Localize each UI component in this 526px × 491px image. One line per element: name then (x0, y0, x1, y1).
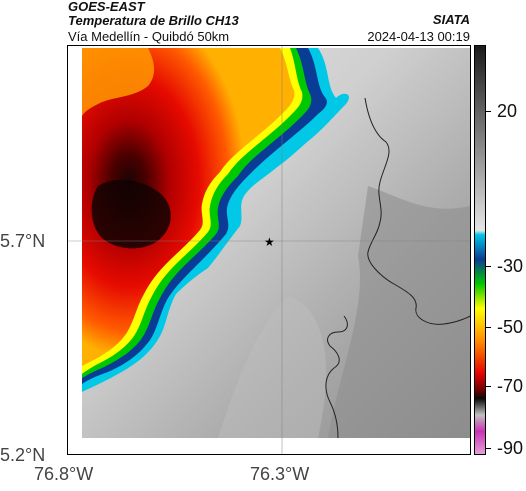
cloud-red-core (82, 48, 295, 366)
colorbar-tick-minus30 (486, 266, 491, 267)
colorbar-fill (475, 46, 485, 454)
x-tick-label-76.8: 76.8°W (34, 464, 94, 484)
white-margin-right (470, 46, 471, 455)
cloud-black-core (91, 179, 171, 249)
boundary-line (364, 97, 470, 325)
colorbar-label-minus30: -30 (497, 256, 524, 276)
colorbar-label-minus50: -50 (497, 317, 524, 337)
colorbar-tick-minus70 (486, 386, 491, 387)
colorbar-tick-minus90 (486, 448, 491, 449)
map-panel: ★ (67, 45, 471, 455)
colorbar-label-minus70: -70 (497, 376, 524, 396)
boundary-line-south (325, 315, 348, 439)
colorbar-gradient (475, 46, 485, 454)
colorbar-tick-20 (486, 111, 491, 112)
product-title: Temperatura de Brillo CH13 (68, 13, 239, 28)
white-margin-left (68, 46, 82, 454)
gray-patch-east (328, 186, 470, 438)
satellite-map: ★ (68, 46, 471, 455)
satellite-name: GOES-EAST (68, 0, 145, 14)
y-tick-label-5.2: 5.2°N (0, 445, 46, 465)
timestamp: 2024-04-13 00:19 (367, 29, 470, 44)
colorbar-label-minus90: -90 (497, 438, 524, 458)
brand-label: SIATA (432, 12, 470, 27)
route-subtitle: Vía Medellín - Quibdó 50km (68, 29, 230, 44)
y-tick-label-5.7: 5.7°N (0, 231, 46, 251)
x-tick-label-76.3: 76.3°W (250, 464, 310, 484)
gray-patch-mid (218, 296, 327, 438)
cloud-orange-top (82, 48, 155, 116)
quibdo-star-icon: ★ (264, 235, 275, 249)
cloud-orange-top-right (216, 48, 279, 80)
colorbar-label-20: 20 (497, 101, 518, 121)
white-margin-bottom (68, 438, 470, 454)
colorbar (474, 45, 486, 455)
colorbar-tick-minus50 (486, 327, 491, 328)
